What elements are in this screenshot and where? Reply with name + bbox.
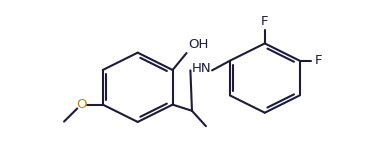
Text: F: F xyxy=(315,54,323,67)
Text: F: F xyxy=(261,15,269,28)
Text: HN: HN xyxy=(191,61,211,75)
Text: OH: OH xyxy=(188,39,208,51)
Text: O: O xyxy=(76,98,86,111)
